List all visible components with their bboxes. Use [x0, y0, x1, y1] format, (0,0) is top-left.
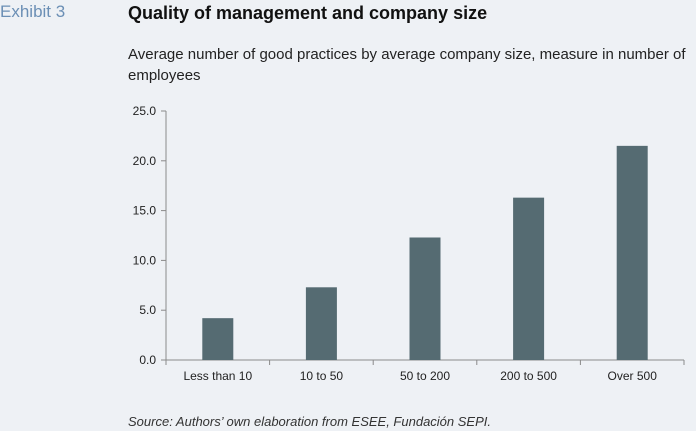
chart-subtitle: Average number of good practices by aver…	[128, 46, 686, 84]
bar	[202, 318, 234, 360]
bar	[616, 145, 648, 360]
y-tick-label: 10.0	[133, 253, 157, 267]
bar	[513, 197, 545, 360]
x-tick-label: Over 500	[608, 369, 658, 383]
chart-title: Quality of management and company size	[128, 3, 488, 23]
x-tick-label: 200 to 500	[500, 369, 557, 383]
y-tick-label: 0.0	[139, 353, 156, 367]
source-note: Source: Authors’ own elaboration from ES…	[128, 414, 491, 429]
x-tick-label: Less than 10	[183, 369, 252, 383]
x-tick-label: 50 to 200	[400, 369, 450, 383]
exhibit-label: Exhibit 3	[0, 2, 66, 21]
x-tick-label: 10 to 50	[300, 369, 344, 383]
bar	[305, 287, 337, 360]
y-tick-label: 20.0	[133, 154, 157, 168]
bar	[409, 237, 441, 360]
y-tick-label: 25.0	[133, 104, 157, 118]
y-tick-label: 5.0	[139, 303, 156, 317]
y-tick-label: 15.0	[133, 204, 157, 218]
